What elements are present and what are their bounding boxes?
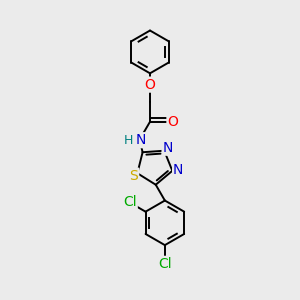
Text: Cl: Cl bbox=[158, 257, 172, 271]
Text: O: O bbox=[145, 78, 155, 92]
Text: H: H bbox=[124, 134, 133, 147]
Text: S: S bbox=[129, 169, 138, 183]
Text: N: N bbox=[163, 141, 173, 155]
Text: Cl: Cl bbox=[123, 195, 137, 209]
Text: O: O bbox=[167, 115, 178, 129]
Text: N: N bbox=[173, 163, 184, 177]
Text: N: N bbox=[136, 133, 146, 147]
